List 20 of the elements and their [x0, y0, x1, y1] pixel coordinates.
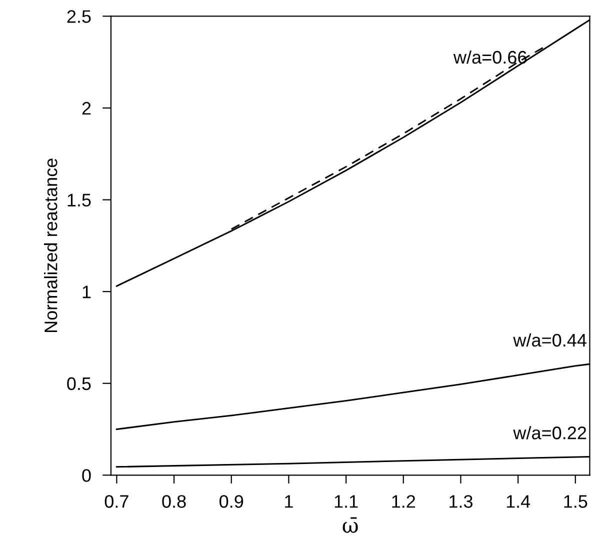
- x-tick-label: 1.1: [334, 495, 358, 508]
- y-tick-label: 1.5: [68, 194, 91, 207]
- x-tick-label: 0.8: [162, 495, 186, 508]
- y-tick-label: 2.5: [67, 10, 91, 23]
- x-tick-label: 0.7: [104, 495, 128, 508]
- x-tick-label: 1: [285, 495, 293, 508]
- y-axis-title: Normalized reactance: [44, 158, 58, 332]
- x-tick-label: 1.5: [564, 495, 588, 508]
- y-tick-label: 0.5: [67, 377, 91, 390]
- y-tick-label: 0: [82, 469, 91, 482]
- series-label: w/a=0.44: [513, 333, 586, 347]
- y-tick-label: 1: [82, 286, 91, 298]
- x-tick-label: 0.9: [220, 495, 244, 508]
- x-axis-title: ω̄: [342, 517, 358, 533]
- x-tick-label: 1.4: [506, 495, 530, 508]
- x-tick-label: 1.3: [450, 495, 472, 508]
- y-tick-label: 2: [82, 102, 91, 115]
- x-tick-label: 1.2: [392, 495, 416, 508]
- series-label: w/a=0.66: [453, 50, 526, 64]
- series-label: w/a=0.22: [513, 426, 586, 440]
